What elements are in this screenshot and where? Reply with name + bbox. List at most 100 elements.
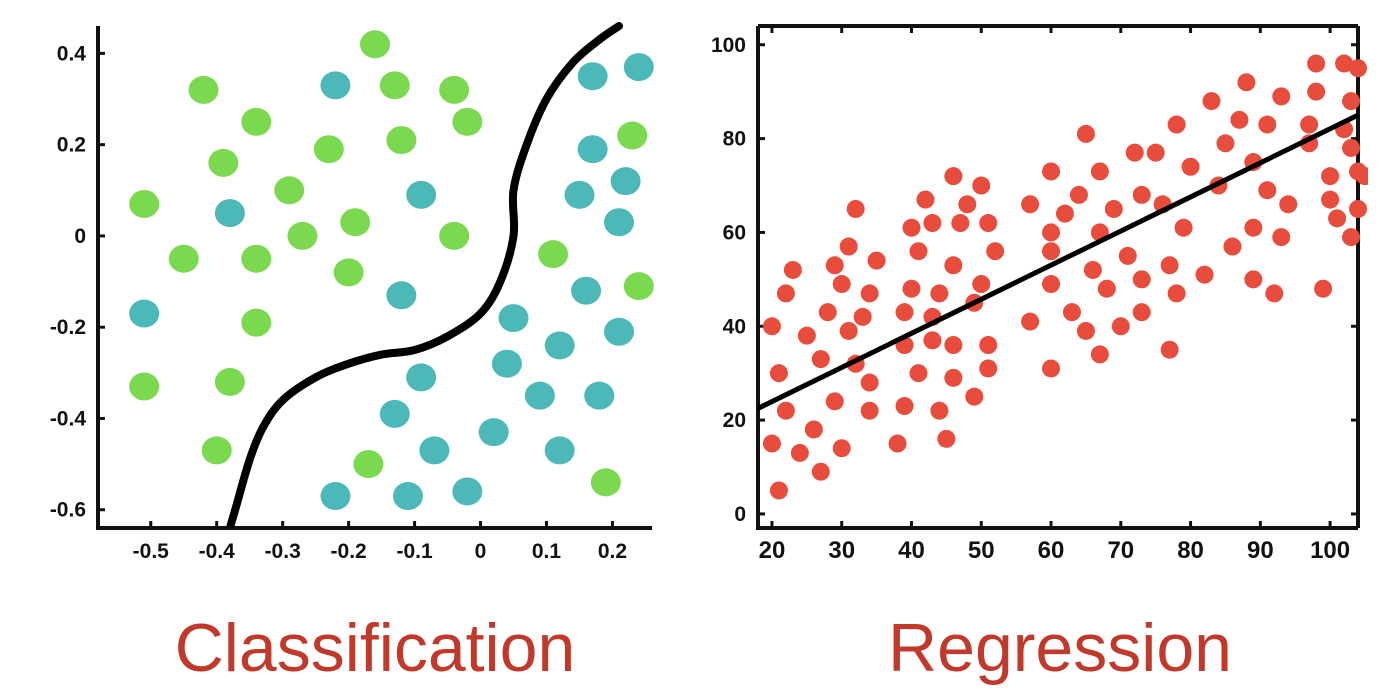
regression-caption: Regression (888, 610, 1232, 686)
regression-point (888, 434, 907, 453)
regression-point (825, 392, 844, 411)
regression-point (776, 284, 795, 303)
regression-point (1174, 218, 1193, 237)
regression-point (979, 359, 998, 378)
class-a-point (241, 244, 272, 273)
class-a-point (129, 372, 160, 401)
class-b-point (623, 53, 654, 82)
class-a-point (623, 272, 654, 301)
class-a-point (287, 221, 318, 250)
regression-point (1076, 321, 1095, 340)
class-a-point (590, 468, 621, 497)
decision-boundary-curve (225, 22, 624, 528)
regression-point (895, 397, 914, 416)
regression-point (1132, 303, 1151, 322)
regression-point (1349, 199, 1367, 218)
regression-point (1342, 138, 1361, 157)
y-tick-label: 0 (734, 503, 746, 526)
x-tick-label: 80 (1177, 537, 1204, 564)
class-b-point (452, 477, 483, 506)
regression-point (1167, 115, 1186, 134)
regression-point (1042, 275, 1061, 294)
class-b-point (544, 331, 575, 360)
regression-point (804, 420, 823, 439)
x-tick-label: 40 (898, 537, 925, 564)
class-b-point (406, 363, 437, 392)
regression-point (762, 434, 781, 453)
class-a-point (386, 126, 417, 155)
regression-point (909, 242, 928, 261)
regression-point (1111, 317, 1130, 336)
regression-point (1342, 228, 1361, 247)
regression-point (762, 317, 781, 336)
class-b-point (604, 208, 635, 237)
y-tick-label: 0 (74, 225, 86, 248)
class-b-point (320, 482, 351, 511)
regression-points (762, 54, 1368, 500)
class-b-point (386, 281, 417, 310)
regression-point (1307, 54, 1326, 73)
y-tick-label: -0.2 (50, 316, 86, 339)
class-b-point (584, 381, 615, 410)
regression-point (1237, 73, 1256, 92)
x-tick-label: 0.1 (532, 540, 562, 563)
x-tick-label: 20 (759, 537, 786, 564)
regression-point (797, 326, 816, 345)
x-tick-label: -0.4 (199, 540, 236, 563)
regression-point (944, 256, 963, 275)
regression-point (1076, 124, 1095, 143)
class-a-point (241, 308, 272, 337)
regression-point (958, 195, 977, 214)
class-b-point (320, 71, 351, 100)
regression-point (1132, 185, 1151, 204)
regression-point (1195, 265, 1214, 284)
regression-point (909, 364, 928, 383)
class-a-point (439, 221, 470, 250)
regression-point (944, 368, 963, 387)
regression-point (1272, 87, 1291, 106)
y-tick-label: 0.2 (57, 134, 86, 157)
regression-plot: 0 20 40 60 80 100 20 30 40 50 60 70 80 90 100 (711, 24, 1368, 564)
class-a-point (201, 436, 232, 465)
regression-point (832, 275, 851, 294)
regression-point (972, 275, 991, 294)
regression-point (937, 429, 956, 448)
regression-point (825, 256, 844, 275)
regression-point (1118, 246, 1137, 265)
regression-point (1279, 195, 1298, 214)
regression-point (923, 331, 942, 350)
class-b-point (498, 304, 529, 333)
class-a-point (188, 75, 219, 104)
regression-point (1069, 185, 1088, 204)
regression-point (1321, 167, 1340, 186)
regression-point (1355, 167, 1368, 186)
x-tick-label: -0.3 (265, 540, 301, 563)
regression-point (1104, 199, 1123, 218)
class-a-point (353, 450, 384, 479)
class-b-point (392, 482, 423, 511)
class-a-point (129, 189, 160, 218)
y-tick-label: 0.4 (57, 42, 87, 65)
classification-plot: 0.4 0.2 0 -0.2 -0.4 -0.6 -0.5 -0.4 -0.3 -0.2 -0.1 0… (50, 22, 654, 563)
regression-point (811, 350, 830, 369)
regression-point (1042, 359, 1061, 378)
regression-point (1167, 284, 1186, 303)
class-a-point (617, 121, 648, 150)
regression-point (944, 336, 963, 355)
y-tick-label: 60 (723, 221, 746, 244)
regression-point (1216, 134, 1235, 153)
regression-point (1021, 312, 1040, 331)
regression-point (923, 214, 942, 233)
regression-point (1223, 237, 1242, 256)
class-b-point (604, 317, 635, 346)
x-tick-label: 0.2 (598, 540, 627, 563)
regression-point (930, 401, 949, 420)
x-tick-label: 60 (1038, 537, 1065, 564)
regression-point (860, 373, 879, 392)
regression-point (972, 176, 991, 195)
x-tick-label: -0.1 (396, 540, 433, 563)
class-a-point (241, 107, 272, 136)
regression-point (818, 303, 837, 322)
regression-point (1042, 223, 1061, 242)
